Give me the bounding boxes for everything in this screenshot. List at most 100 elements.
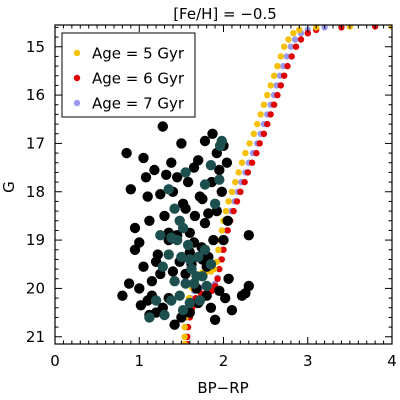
star-point — [167, 266, 179, 277]
isochrone-6gyr-point — [267, 111, 274, 118]
member-star-point — [182, 239, 194, 251]
isochrone-6gyr-point — [253, 149, 260, 157]
star-point — [199, 218, 211, 229]
member-star-point — [174, 290, 185, 301]
star-point — [180, 203, 191, 214]
star-point — [125, 184, 136, 195]
legend-marker — [73, 99, 81, 107]
member-star-point — [155, 230, 166, 241]
isochrone-6gyr-point — [230, 207, 237, 215]
legend-marker — [73, 74, 81, 82]
star-point — [172, 172, 183, 183]
isochrone-5gyr-point — [238, 159, 246, 166]
star-point — [208, 234, 219, 246]
y-tick-label: 16 — [26, 86, 45, 104]
isochrone-7gyr-point — [291, 36, 299, 43]
x-tick-label: 2 — [219, 352, 229, 370]
member-star-point — [166, 295, 177, 306]
plot-points — [117, 25, 392, 344]
star-point — [193, 155, 204, 166]
member-star-point — [180, 167, 191, 178]
star-point — [155, 189, 166, 200]
star-point — [222, 215, 233, 226]
x-tick-label: 3 — [303, 352, 313, 370]
isochrone-6gyr-point — [248, 159, 256, 166]
isochrone-5gyr-point — [267, 82, 274, 89]
isochrone-5gyr-point — [228, 188, 236, 195]
member-star-point — [184, 297, 195, 309]
star-point — [129, 222, 141, 234]
isochrone-6gyr-point — [224, 227, 231, 234]
isochrone-6gyr-point — [281, 72, 288, 79]
isochrone-6gyr-point — [260, 130, 268, 137]
x-tick-label: 0 — [50, 352, 60, 370]
chart-title: [Fe/H] = −0.5 — [173, 5, 277, 23]
isochrone-5gyr-point — [270, 72, 278, 79]
star-point — [134, 283, 145, 294]
star-point — [214, 164, 225, 176]
isochrone-5gyr-point — [281, 43, 288, 50]
star-point — [149, 164, 160, 176]
star-point — [146, 276, 158, 287]
isochrone-6gyr-point — [237, 188, 244, 195]
star-point — [142, 295, 153, 306]
member-star-point — [201, 280, 212, 292]
star-point — [197, 193, 208, 205]
star-point — [209, 314, 221, 325]
star-point — [220, 292, 231, 304]
isochrone-6gyr-point — [284, 62, 291, 70]
member-star-point — [157, 261, 168, 272]
y-tick-label: 18 — [26, 183, 45, 201]
member-star-point — [177, 305, 189, 316]
isochrone-5gyr-point — [290, 30, 297, 37]
isochrone-6gyr-point — [264, 120, 271, 128]
member-star-point — [205, 160, 217, 171]
member-star-point — [191, 271, 202, 282]
isochrone-5gyr-point — [225, 198, 232, 205]
star-point — [157, 121, 168, 132]
isochrone-6gyr-point — [256, 140, 263, 147]
isochrone-5gyr-point — [218, 227, 225, 234]
isochrone-6gyr-point — [297, 36, 305, 43]
isochrone-6gyr-point — [274, 91, 281, 99]
y-axis-label: G — [0, 181, 18, 193]
isochrone-5gyr-point — [242, 149, 249, 157]
member-star-point — [159, 309, 170, 321]
isochrone-5gyr-point — [181, 340, 188, 344]
member-star-point — [169, 203, 180, 214]
y-tick-label: 19 — [26, 231, 45, 249]
member-star-point — [177, 222, 189, 234]
isochrone-6gyr-point — [304, 30, 311, 37]
isochrone-6gyr-point — [216, 265, 223, 273]
isochrone-5gyr-point — [285, 36, 292, 43]
star-point — [140, 172, 152, 183]
member-star-point — [166, 232, 177, 243]
star-point — [182, 176, 194, 188]
isochrone-6gyr-point — [220, 246, 227, 253]
star-point — [199, 135, 211, 147]
star-point — [121, 147, 132, 159]
star-point — [161, 169, 172, 180]
isochrone-5gyr-point — [254, 120, 261, 128]
isochrone-5gyr-point — [215, 246, 222, 253]
member-star-point — [199, 179, 211, 190]
star-point — [144, 215, 155, 226]
isochrone-6gyr-point — [277, 82, 284, 89]
member-star-point — [205, 259, 217, 270]
y-tick-label: 21 — [26, 328, 45, 346]
x-axis-label: BP−RP — [197, 379, 248, 397]
star-point — [223, 273, 234, 284]
star-point — [123, 278, 135, 289]
star-point — [240, 288, 251, 299]
member-star-point — [176, 251, 187, 263]
y-tick-label: 17 — [26, 134, 45, 152]
star-point — [214, 285, 225, 296]
member-star-point — [150, 295, 162, 306]
isochrone-5gyr-point — [222, 207, 230, 215]
member-star-point — [184, 254, 195, 265]
legend-label: Age = 7 Gyr — [92, 95, 185, 113]
star-point — [134, 237, 145, 248]
isochrone-6gyr-point — [244, 169, 252, 176]
star-point — [203, 208, 214, 219]
